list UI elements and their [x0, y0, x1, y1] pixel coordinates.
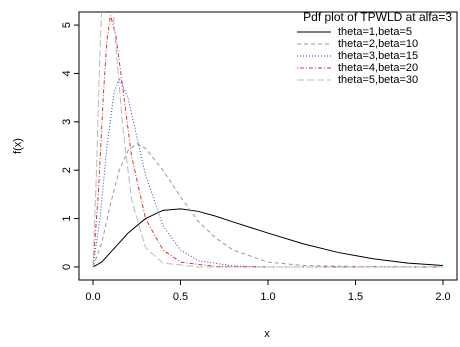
legend-title: Pdf plot of TPWLD at alfa=3	[303, 10, 452, 24]
y-tick-label: 5	[61, 22, 73, 28]
legend-label: theta=4,beta=20	[338, 62, 418, 74]
y-tick-label: 2	[61, 167, 73, 173]
series-line	[92, 142, 444, 268]
x-tick-label: 1.5	[348, 291, 363, 303]
x-tick-label: 0.0	[85, 291, 100, 303]
x-tick-label: 1.0	[260, 291, 275, 303]
y-tick-label: 4	[61, 70, 73, 76]
series-line	[92, 76, 443, 268]
series-line	[92, 12, 443, 268]
legend-label: theta=1,beta=5	[338, 26, 412, 38]
y-tick-label: 0	[61, 264, 73, 270]
y-axis-label: f(x)	[12, 138, 24, 154]
y-tick-label: 3	[61, 119, 73, 125]
x-axis-label: x	[264, 328, 270, 340]
series-line	[92, 15, 443, 268]
legend-label: theta=5,beta=30	[338, 74, 418, 86]
series-line	[92, 208, 444, 268]
legend-label: theta=2,beta=10	[338, 38, 418, 50]
x-tick-label: 2.0	[435, 291, 450, 303]
x-tick-label: 0.5	[173, 291, 188, 303]
legend-label: theta=3,beta=15	[338, 50, 418, 62]
plot-area	[92, 12, 444, 268]
y-tick-label: 1	[61, 216, 73, 222]
